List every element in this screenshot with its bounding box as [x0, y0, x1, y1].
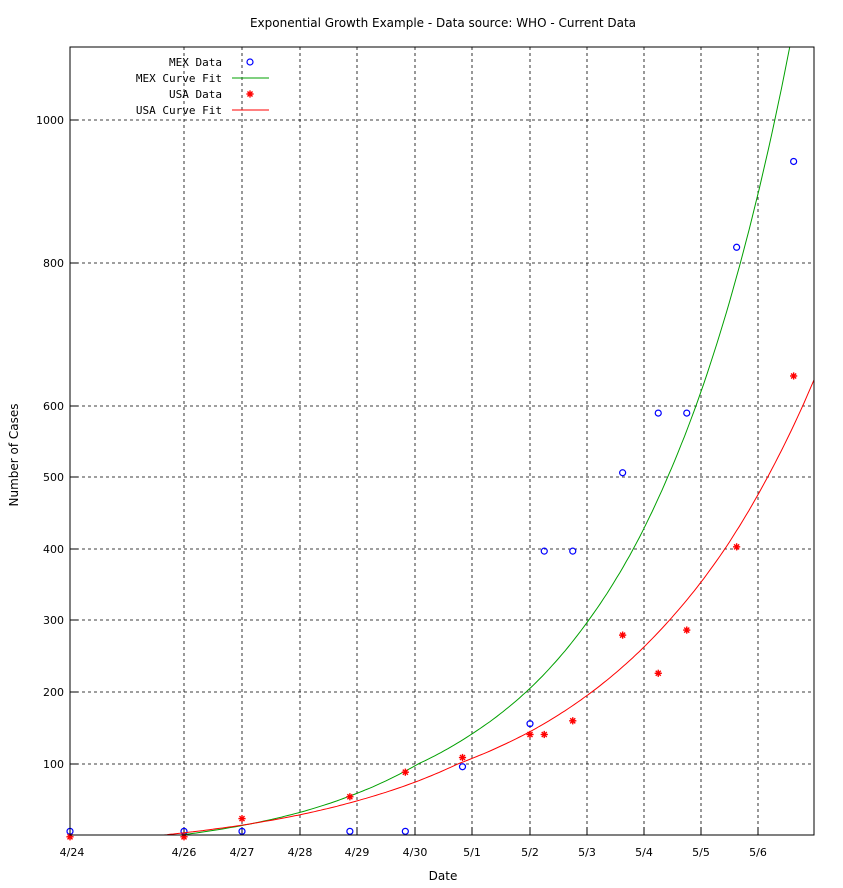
y-axis-label: Number of Cases [7, 403, 21, 506]
mex-curve-fit-line [177, 47, 791, 835]
x-tick-label-5-6: 5/6 [749, 846, 767, 859]
x-tick-label-5-4: 5/4 [635, 846, 653, 859]
grid-layer [70, 47, 814, 835]
x-tick-label-4-29: 4/29 [345, 846, 370, 859]
usa-data-point-2 [238, 815, 246, 823]
series-mex-curve-fit [177, 47, 791, 835]
y-tick-label-600: 600 [43, 400, 64, 413]
y-tick-label-400: 400 [43, 543, 64, 556]
usa-data-point-4 [401, 768, 409, 776]
mex-data-point-8 [569, 547, 577, 555]
usa-data-point-13 [790, 372, 798, 380]
mex-data-point-10 [654, 409, 662, 417]
usa-data-point-10 [654, 669, 662, 677]
series-layer [66, 47, 814, 841]
x-tick-label-5-1: 5/1 [463, 846, 481, 859]
usa-data-point-1 [180, 833, 188, 841]
y-tick-label-1000: 1000 [36, 114, 64, 127]
x-axis-label: Date [429, 869, 458, 883]
usa-data-point-12 [733, 543, 741, 551]
axis-layer: 100 200 300 400 500 600 800 1000 4/24 4/26 4/27 4/2… [36, 114, 767, 859]
mex-data-point-7 [540, 547, 548, 555]
mex-data-point-9 [619, 469, 627, 477]
y-tick-label-800: 800 [43, 257, 64, 270]
y-tick-label-500: 500 [43, 471, 64, 484]
series-usa-curve-fit [159, 378, 814, 835]
legend: MEX Data MEX Curve Fit USA Data USA Curve F… [136, 56, 269, 117]
legend-label-usa-data: USA Data [169, 88, 222, 101]
usa-curve-fit-line [159, 378, 814, 835]
x-tick-label-5-5: 5/5 [692, 846, 710, 859]
y-tick-label-300: 300 [43, 614, 64, 627]
chart-title: Exponential Growth Example - Data source… [250, 16, 636, 30]
x-tick-label-4-30: 4/30 [403, 846, 428, 859]
y-tick-label-100: 100 [43, 758, 64, 771]
mex-data-point-2 [238, 827, 246, 835]
usa-data-point-3 [346, 793, 354, 801]
mex-data-point-5 [458, 763, 467, 771]
mex-data-point-3 [346, 827, 354, 835]
usa-data-point-5 [458, 753, 467, 762]
x-tick-label-4-28: 4/28 [288, 846, 313, 859]
legend-swatch-mex-data [246, 58, 254, 66]
legend-swatch-usa-data [246, 90, 254, 98]
y-tick-label-200: 200 [43, 686, 64, 699]
series-usa-data [66, 372, 798, 841]
mex-data-point-12 [733, 243, 741, 251]
mex-data-point-11 [683, 409, 691, 417]
mex-data-point-4 [401, 827, 409, 835]
usa-data-point-8 [569, 717, 577, 725]
x-tick-label-5-2: 5/2 [521, 846, 539, 859]
mex-data-point-6 [526, 720, 534, 728]
legend-label-mex-data: MEX Data [169, 56, 222, 69]
legend-label-usa-curve-fit: USA Curve Fit [136, 104, 222, 117]
x-tick-label-4-27: 4/27 [230, 846, 255, 859]
usa-data-point-9 [619, 631, 627, 639]
plot-frame [69, 46, 815, 836]
usa-data-point-11 [683, 626, 691, 634]
x-tick-label-5-3: 5/3 [578, 846, 596, 859]
usa-data-point-7 [540, 730, 548, 739]
mex-data-point-13 [790, 157, 798, 166]
x-tick-label-4-26: 4/26 [172, 846, 197, 859]
series-mex-data [66, 157, 798, 835]
x-tick-label-4-24: 4/24 [60, 846, 85, 859]
legend-label-mex-curve-fit: MEX Curve Fit [136, 72, 222, 85]
